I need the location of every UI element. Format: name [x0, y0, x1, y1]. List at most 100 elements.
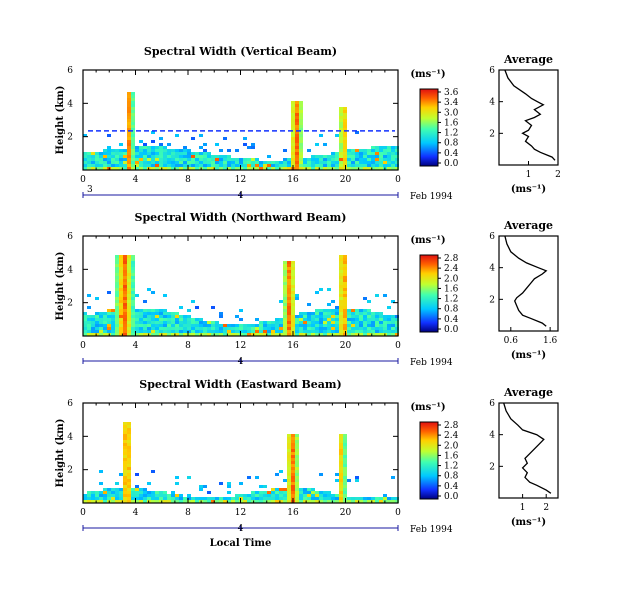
heatmap-cell — [211, 321, 215, 324]
heatmap-cell — [295, 333, 299, 336]
heatmap-cell — [207, 321, 211, 324]
heatmap-cell — [295, 455, 299, 458]
heatmap-cell — [295, 467, 299, 470]
heatmap-cell — [367, 167, 371, 170]
heatmap-cell — [179, 500, 183, 503]
heatmap-cell — [279, 491, 283, 494]
heatmap-cell — [375, 318, 379, 321]
heatmap-cell — [159, 137, 163, 140]
heatmap-cell — [263, 330, 267, 333]
day-end-label: 4 — [238, 357, 244, 367]
heatmap-cell — [115, 276, 119, 279]
heatmap-cell — [139, 491, 143, 494]
heatmap-cell — [131, 494, 135, 497]
heatmap-cell — [331, 300, 335, 303]
heatmap-cell — [295, 497, 299, 500]
heatmap-cell — [127, 318, 131, 321]
heatmap-cell — [103, 164, 107, 167]
heatmap-cell — [339, 279, 343, 282]
heatmap-cell — [351, 167, 355, 170]
heatmap-cell — [255, 161, 259, 164]
colorbar-tick-label: 0.4 — [444, 482, 459, 492]
heatmap-cell — [91, 158, 95, 161]
heatmap-cell — [355, 315, 359, 318]
colorbar-tick-label: 1.6 — [444, 118, 459, 128]
heatmap-cell — [395, 149, 399, 152]
colorbar-tick-label: 0.8 — [444, 305, 459, 315]
heatmap-cell — [287, 449, 291, 452]
heatmap-cell — [359, 330, 363, 333]
heatmap-cell — [347, 167, 351, 170]
heatmap-cell — [295, 324, 299, 327]
heatmap-cell — [151, 324, 155, 327]
colorbar-tick-label: 1.6 — [444, 451, 459, 461]
heatmap-cell — [187, 315, 191, 318]
heatmap-cell — [115, 255, 119, 258]
colorbar-tick-label: 1.6 — [444, 284, 459, 294]
heatmap-cell — [327, 167, 331, 170]
heatmap-cell — [295, 149, 299, 152]
heatmap-cell — [183, 158, 187, 161]
heatmap-cell — [327, 497, 331, 500]
heatmap-cell — [367, 315, 371, 318]
heatmap-cell — [339, 330, 343, 333]
heatmap-cell — [167, 497, 171, 500]
day-end-label: 4 — [238, 191, 244, 201]
heatmap-cell — [143, 497, 147, 500]
heatmap-cell — [299, 494, 303, 497]
heatmap-cell — [339, 282, 343, 285]
heatmap-cell — [259, 485, 263, 488]
heatmap-cell — [91, 161, 95, 164]
heatmap-cell — [299, 122, 303, 125]
heatmap-cell — [131, 164, 135, 167]
heatmap-cell — [131, 306, 135, 309]
heatmap-cell — [131, 143, 135, 146]
heatmap-cell — [227, 500, 231, 503]
heatmap-cell — [119, 273, 123, 276]
heatmap-cell — [223, 164, 227, 167]
heatmap-cell — [343, 303, 347, 306]
heatmap-cell — [231, 167, 235, 170]
heatmap-cell — [391, 318, 395, 321]
heatmap-cell — [163, 497, 167, 500]
heatmap-cell — [111, 161, 115, 164]
heatmap-cell — [323, 315, 327, 318]
heatmap-cell — [283, 161, 287, 164]
heatmap-cell — [291, 437, 295, 440]
heatmap-cell — [371, 324, 375, 327]
heatmap-cell — [299, 113, 303, 116]
heatmap-cell — [367, 161, 371, 164]
heatmap-cell — [183, 149, 187, 152]
heatmap-cell — [123, 288, 127, 291]
heatmap-cell — [335, 479, 339, 482]
heatmap-cell — [123, 164, 127, 167]
heatmap-cell — [143, 500, 147, 503]
heatmap-cell — [127, 327, 131, 330]
heatmap-cell — [291, 315, 295, 318]
heatmap-cell — [263, 161, 267, 164]
heatmap-cell — [291, 449, 295, 452]
heatmap-cell — [343, 282, 347, 285]
colorbar — [419, 421, 439, 500]
heatmap-cell — [95, 500, 99, 503]
heatmap-cell — [307, 321, 311, 324]
heatmap-cell — [143, 324, 147, 327]
heatmap-cell — [143, 309, 147, 312]
heatmap-cell — [291, 324, 295, 327]
heatmap-cell — [115, 261, 119, 264]
heatmap-cell — [203, 500, 207, 503]
heatmap-cell — [183, 324, 187, 327]
heatmap-cell — [103, 155, 107, 158]
heatmap-cell — [327, 312, 331, 315]
heatmap-cell — [287, 309, 291, 312]
heatmap-cell — [255, 324, 259, 327]
heatmap-cell — [127, 143, 131, 146]
heatmap-cell — [247, 327, 251, 330]
heatmap-cell — [343, 288, 347, 291]
heatmap-cell — [215, 164, 219, 167]
heatmap-cell — [359, 497, 363, 500]
heatmap-cell — [351, 321, 355, 324]
heatmap-cell — [107, 321, 111, 324]
heatmap-cell — [311, 318, 315, 321]
heatmap-cell — [367, 497, 371, 500]
